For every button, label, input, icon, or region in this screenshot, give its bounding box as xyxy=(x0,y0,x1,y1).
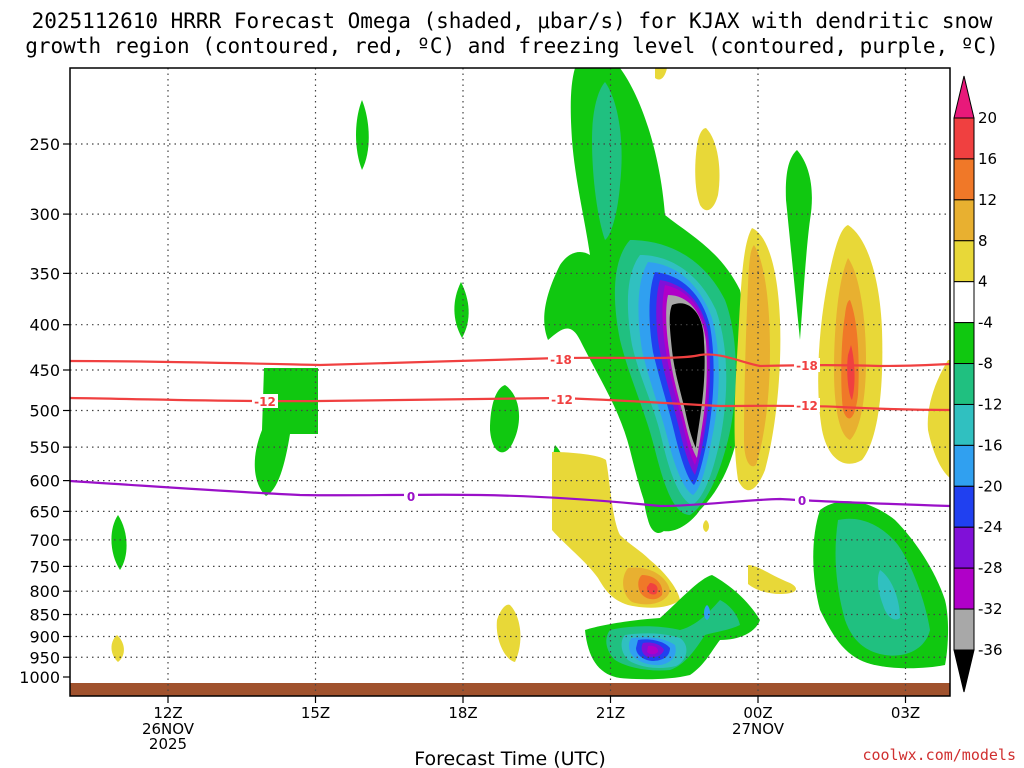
colorbar-label: 4 xyxy=(978,273,988,291)
y-tick-label: 250 xyxy=(29,135,60,154)
omega-pos xyxy=(847,345,855,400)
colorbar-swatch xyxy=(953,199,975,242)
dgz-minus18-label: -18 xyxy=(550,353,572,367)
plot-area xyxy=(70,68,950,696)
colorbar-swatch xyxy=(953,281,975,324)
omega-pos-low xyxy=(748,565,796,594)
colorbar-swatch xyxy=(953,403,975,446)
y-tick-label: 700 xyxy=(29,531,60,550)
omega-cell xyxy=(704,605,710,620)
y-axis: 250 300 350 400 450 500 550 600 650 700 750 800 850 9… xyxy=(19,135,70,687)
colorbar-swatch xyxy=(953,485,975,528)
y-tick-label: 800 xyxy=(29,582,60,601)
dgz-minus12-label: -12 xyxy=(551,393,573,407)
freezing-level-label: 0 xyxy=(798,494,806,508)
colorbar-swatch xyxy=(953,444,975,487)
omega-pos-low xyxy=(552,452,680,608)
x-date-label: 2025 xyxy=(149,735,187,753)
y-tick-label: 300 xyxy=(29,205,60,224)
y-tick-label: 450 xyxy=(29,361,60,380)
omega-cell xyxy=(111,635,124,662)
colorbar-label: -20 xyxy=(978,477,1003,495)
y-tick-label: 400 xyxy=(29,316,60,335)
colorbar-label: -16 xyxy=(978,436,1003,454)
colorbar-label: 20 xyxy=(978,109,997,127)
colorbar-label: -12 xyxy=(978,395,1003,413)
omega-cell xyxy=(454,282,469,338)
dgz-minus12-label: -12 xyxy=(254,395,276,409)
colorbar-label: -32 xyxy=(978,600,1003,618)
colorbar-swatch xyxy=(953,158,975,201)
y-tick-label: 1000 xyxy=(19,668,60,687)
chart-title: 2025112610 HRRR Forecast Omega (shaded, … xyxy=(32,9,993,33)
chart-title-line2: growth region (contoured, red, ºC) and f… xyxy=(25,34,999,58)
colorbar-label: 8 xyxy=(978,232,988,250)
y-tick-label: 950 xyxy=(29,648,60,667)
colorbar-label: -4 xyxy=(978,314,993,332)
freezing-level-label: 0 xyxy=(407,490,415,504)
colorbar-top-arrow xyxy=(953,75,975,119)
x-axis-label: Forecast Time (UTC) xyxy=(414,748,605,768)
dgz-minus12-label: -12 xyxy=(796,399,818,413)
x-tick-label: 03Z xyxy=(891,704,920,722)
colorbar-label: -24 xyxy=(978,518,1003,536)
omega-plume-teal xyxy=(592,82,622,240)
y-tick-label: 650 xyxy=(29,502,60,521)
colorbar-swatch xyxy=(953,322,975,365)
omega-cell xyxy=(785,150,812,340)
omega-low-magenta xyxy=(647,645,659,655)
gridlines xyxy=(70,68,950,696)
omega-cell xyxy=(655,68,667,80)
colorbar-label: 12 xyxy=(978,191,997,209)
omega-cell xyxy=(490,385,520,453)
omega-cell xyxy=(111,515,127,570)
x-date-label: 27NOV xyxy=(732,720,785,738)
y-tick-label: 850 xyxy=(29,606,60,625)
omega-low-cyan2 xyxy=(877,570,900,620)
x-tick-label: 18Z xyxy=(448,704,477,722)
y-tick-label: 550 xyxy=(29,438,60,457)
y-tick-label: 900 xyxy=(29,627,60,646)
x-tick-label: 00Z xyxy=(743,704,772,722)
y-tick-label: 750 xyxy=(29,557,60,576)
colorbar-swatch xyxy=(953,567,975,610)
x-tick-label: 12Z xyxy=(153,704,182,722)
y-tick-label: 600 xyxy=(29,472,60,491)
omega-pos-low xyxy=(646,583,658,595)
omega-pos xyxy=(695,128,720,211)
colorbar-swatch xyxy=(953,117,975,160)
colorbar-swatch xyxy=(953,526,975,569)
y-tick-label: 350 xyxy=(29,264,60,283)
contour-labels: -18 -18 -12 -12 -12 0 0 xyxy=(252,352,820,508)
x-tick-label: 21Z xyxy=(596,704,625,722)
colorbar-label: -28 xyxy=(978,559,1003,577)
dgz-minus18-contour xyxy=(69,353,951,368)
colorbar-label: -8 xyxy=(978,355,993,373)
colorbar-swatch xyxy=(953,608,975,651)
surface-terrain xyxy=(70,683,950,696)
dgz-minus18-label: -18 xyxy=(796,359,818,373)
plot-frame xyxy=(69,67,951,697)
omega-pos xyxy=(927,360,950,478)
colorbar-swatch xyxy=(953,240,975,283)
dgz-minus12-contour xyxy=(69,396,951,412)
y-tick-label: 500 xyxy=(29,402,60,421)
omega-cell xyxy=(356,100,369,170)
colorbar: 20 16 12 8 4 -4 -8 -12 -16 -20 -24 -28 -32 -36 xyxy=(953,75,1003,693)
omega-plume-lower xyxy=(642,450,668,533)
colorbar-bottom-arrow xyxy=(953,649,975,693)
credit-text: coolwx.com/models xyxy=(862,746,1016,764)
x-date-label: 26NOV xyxy=(142,720,195,738)
x-tick-label: 15Z xyxy=(301,704,330,722)
omega-pos-low xyxy=(703,520,709,532)
colorbar-label: -36 xyxy=(978,641,1003,659)
omega-cell xyxy=(496,604,521,662)
omega-shading xyxy=(111,68,950,680)
colorbar-swatch xyxy=(953,363,975,405)
omega-core-black xyxy=(669,303,705,448)
colorbar-label: 16 xyxy=(978,150,997,168)
